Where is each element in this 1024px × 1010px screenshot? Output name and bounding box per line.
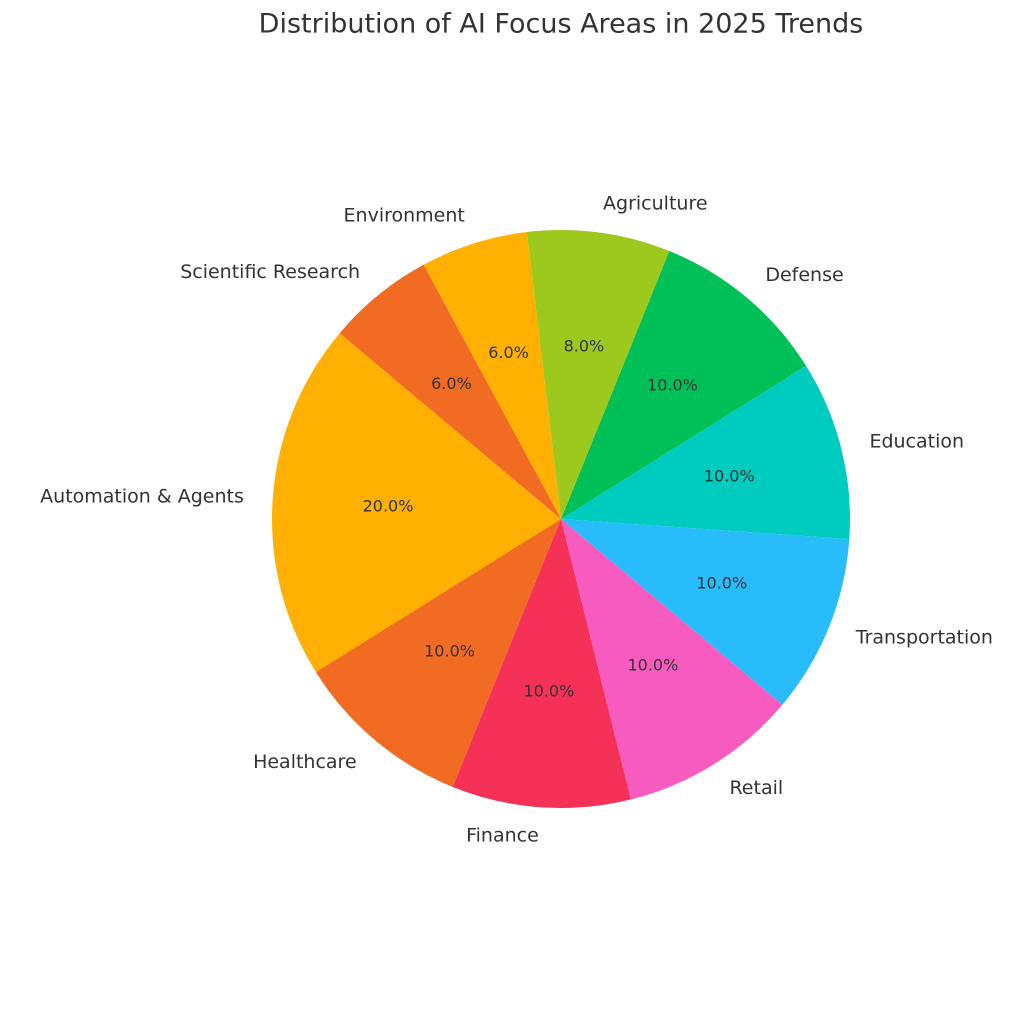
slice-label: Retail [729,777,783,799]
pie-slice [561,365,851,540]
value-label: 10.0% [523,681,574,700]
slice-label: Healthcare [253,751,357,773]
pie-slice [561,519,783,800]
pie-slice [452,519,631,808]
slice-label: Agriculture [603,192,708,214]
slice-label: Defense [765,264,843,286]
pie-slice [561,251,807,519]
value-label: 10.0% [704,467,755,486]
pie-slice [561,519,850,705]
chart-title: Distribution of AI Focus Areas in 2025 T… [259,9,864,40]
slice-label: Education [869,431,964,453]
pie-slice [272,333,561,673]
pie-slice [339,264,561,519]
value-label: 10.0% [627,656,678,675]
slice-label: Automation & Agents [40,485,244,507]
slice-label: Scientific Research [180,261,360,283]
slice-label: Transportation [855,627,993,649]
value-label: 10.0% [424,641,475,660]
value-label: 6.0% [431,374,472,393]
value-label: 20.0% [363,496,414,515]
slice-label: Finance [466,825,539,847]
pie-slice [423,232,561,520]
pie-slice [526,230,670,520]
value-label: 10.0% [696,573,747,592]
value-label: 6.0% [488,343,529,362]
value-label: 10.0% [647,376,698,395]
slice-label: Environment [344,204,465,226]
value-label: 8.0% [564,337,605,356]
pie-slice [315,519,561,787]
